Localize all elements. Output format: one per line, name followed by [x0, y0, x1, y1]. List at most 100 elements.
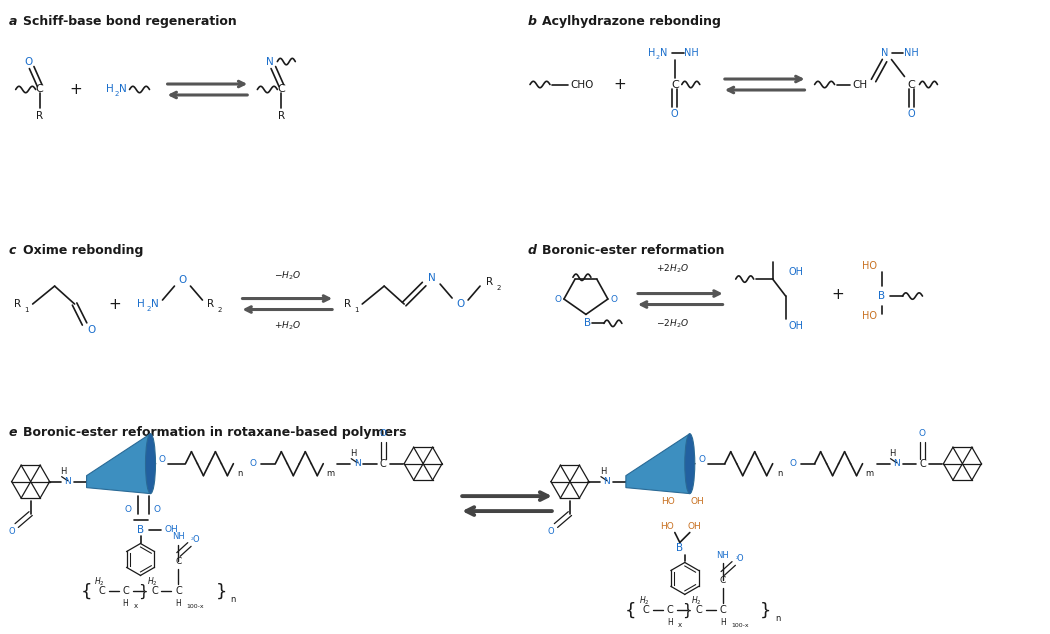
Text: H: H — [720, 618, 726, 627]
Text: 1: 1 — [24, 307, 29, 313]
Text: 1: 1 — [354, 307, 358, 313]
Text: c: c — [8, 244, 16, 257]
Text: m: m — [865, 469, 874, 478]
Text: x: x — [133, 604, 138, 609]
Text: CH: CH — [852, 79, 867, 89]
Text: $\{$: $\{$ — [625, 600, 635, 620]
Text: CHO: CHO — [570, 79, 593, 89]
Text: 2: 2 — [497, 285, 501, 291]
Text: N: N — [354, 459, 360, 468]
Text: H: H — [123, 599, 128, 608]
Text: R: R — [207, 299, 214, 309]
Text: $+H_2O$: $+H_2O$ — [274, 320, 301, 332]
Text: m: m — [327, 469, 334, 478]
Text: $H_2$: $H_2$ — [147, 575, 157, 588]
Text: $+2H_2O$: $+2H_2O$ — [656, 263, 689, 275]
Text: HO: HO — [660, 497, 675, 506]
Text: NH: NH — [904, 48, 919, 58]
Text: OH: OH — [688, 522, 701, 531]
Text: O: O — [456, 299, 464, 309]
Text: C: C — [175, 586, 182, 597]
Text: OH: OH — [691, 497, 705, 506]
Text: C: C — [719, 576, 726, 585]
Text: $-H_2O$: $-H_2O$ — [274, 270, 301, 282]
Text: +: + — [108, 297, 121, 311]
Text: n: n — [775, 614, 780, 623]
Text: +: + — [832, 287, 844, 302]
Text: N: N — [881, 48, 888, 58]
Text: H: H — [175, 599, 182, 608]
Polygon shape — [86, 434, 150, 494]
Text: a: a — [8, 15, 17, 28]
Text: C: C — [36, 84, 43, 94]
Text: C: C — [907, 79, 916, 89]
Text: 2: 2 — [114, 91, 119, 98]
Text: O: O — [192, 535, 198, 544]
Text: Boronic-ester reformation in rotaxane-based polymers: Boronic-ester reformation in rotaxane-ba… — [23, 426, 406, 439]
Text: C: C — [151, 586, 158, 597]
Text: 2: 2 — [656, 55, 659, 60]
Text: Oxime rebonding: Oxime rebonding — [23, 244, 143, 257]
Text: O: O — [907, 110, 916, 119]
Text: O: O — [178, 275, 187, 285]
Text: C: C — [99, 586, 105, 597]
Text: N: N — [119, 84, 126, 94]
Text: O: O — [548, 527, 554, 536]
Text: $\{$: $\{$ — [80, 581, 91, 601]
Text: R: R — [486, 277, 494, 287]
Text: $H_2$: $H_2$ — [638, 594, 649, 607]
Text: R: R — [343, 299, 351, 309]
Text: O: O — [736, 554, 743, 563]
Text: n: n — [231, 595, 236, 604]
Text: R: R — [14, 299, 21, 309]
Text: C: C — [122, 586, 129, 597]
Text: $\}$: $\}$ — [215, 581, 226, 601]
Text: $-2H_2O$: $-2H_2O$ — [656, 318, 689, 330]
Text: H: H — [350, 450, 356, 458]
Text: OH: OH — [165, 525, 178, 534]
Text: O: O — [154, 505, 161, 514]
Text: B: B — [676, 543, 684, 553]
Text: Boronic-ester reformation: Boronic-ester reformation — [542, 244, 724, 257]
Text: $\}$: $\}$ — [681, 601, 692, 619]
Text: O: O — [8, 527, 15, 536]
Text: $\}$: $\}$ — [759, 600, 771, 620]
Text: 2: 2 — [146, 306, 151, 312]
Text: n: n — [777, 469, 782, 478]
Text: Acylhydrazone rebonding: Acylhydrazone rebonding — [542, 15, 721, 28]
Text: C: C — [719, 605, 727, 616]
Polygon shape — [626, 434, 690, 494]
Text: O: O — [159, 455, 166, 464]
Text: H: H — [106, 84, 113, 94]
Text: C: C — [380, 458, 386, 469]
Text: B: B — [136, 524, 144, 534]
Text: C: C — [671, 79, 678, 89]
Text: 100-x: 100-x — [187, 604, 205, 609]
Text: N: N — [267, 56, 274, 67]
Text: O: O — [124, 505, 131, 514]
Text: N: N — [604, 477, 610, 486]
Text: OH: OH — [789, 321, 803, 331]
Text: N: N — [150, 299, 159, 309]
Ellipse shape — [146, 434, 155, 494]
Text: O: O — [610, 295, 617, 304]
Text: $_2$: $_2$ — [735, 555, 739, 562]
Text: HO: HO — [862, 311, 877, 321]
Text: O: O — [554, 295, 562, 304]
Text: N: N — [660, 48, 668, 58]
Text: H: H — [600, 467, 606, 476]
Text: C: C — [695, 605, 702, 616]
Text: HO: HO — [660, 522, 674, 531]
Text: OH: OH — [789, 267, 803, 277]
Text: b: b — [528, 15, 537, 28]
Ellipse shape — [685, 434, 695, 494]
Text: d: d — [528, 244, 537, 257]
Text: C: C — [919, 458, 926, 469]
Text: $\}$: $\}$ — [138, 582, 147, 600]
Text: $_2$: $_2$ — [190, 536, 194, 543]
Text: B: B — [878, 291, 885, 301]
Text: O: O — [790, 459, 796, 468]
Text: O: O — [250, 459, 257, 468]
Text: C: C — [643, 605, 649, 616]
Text: O: O — [671, 110, 678, 119]
